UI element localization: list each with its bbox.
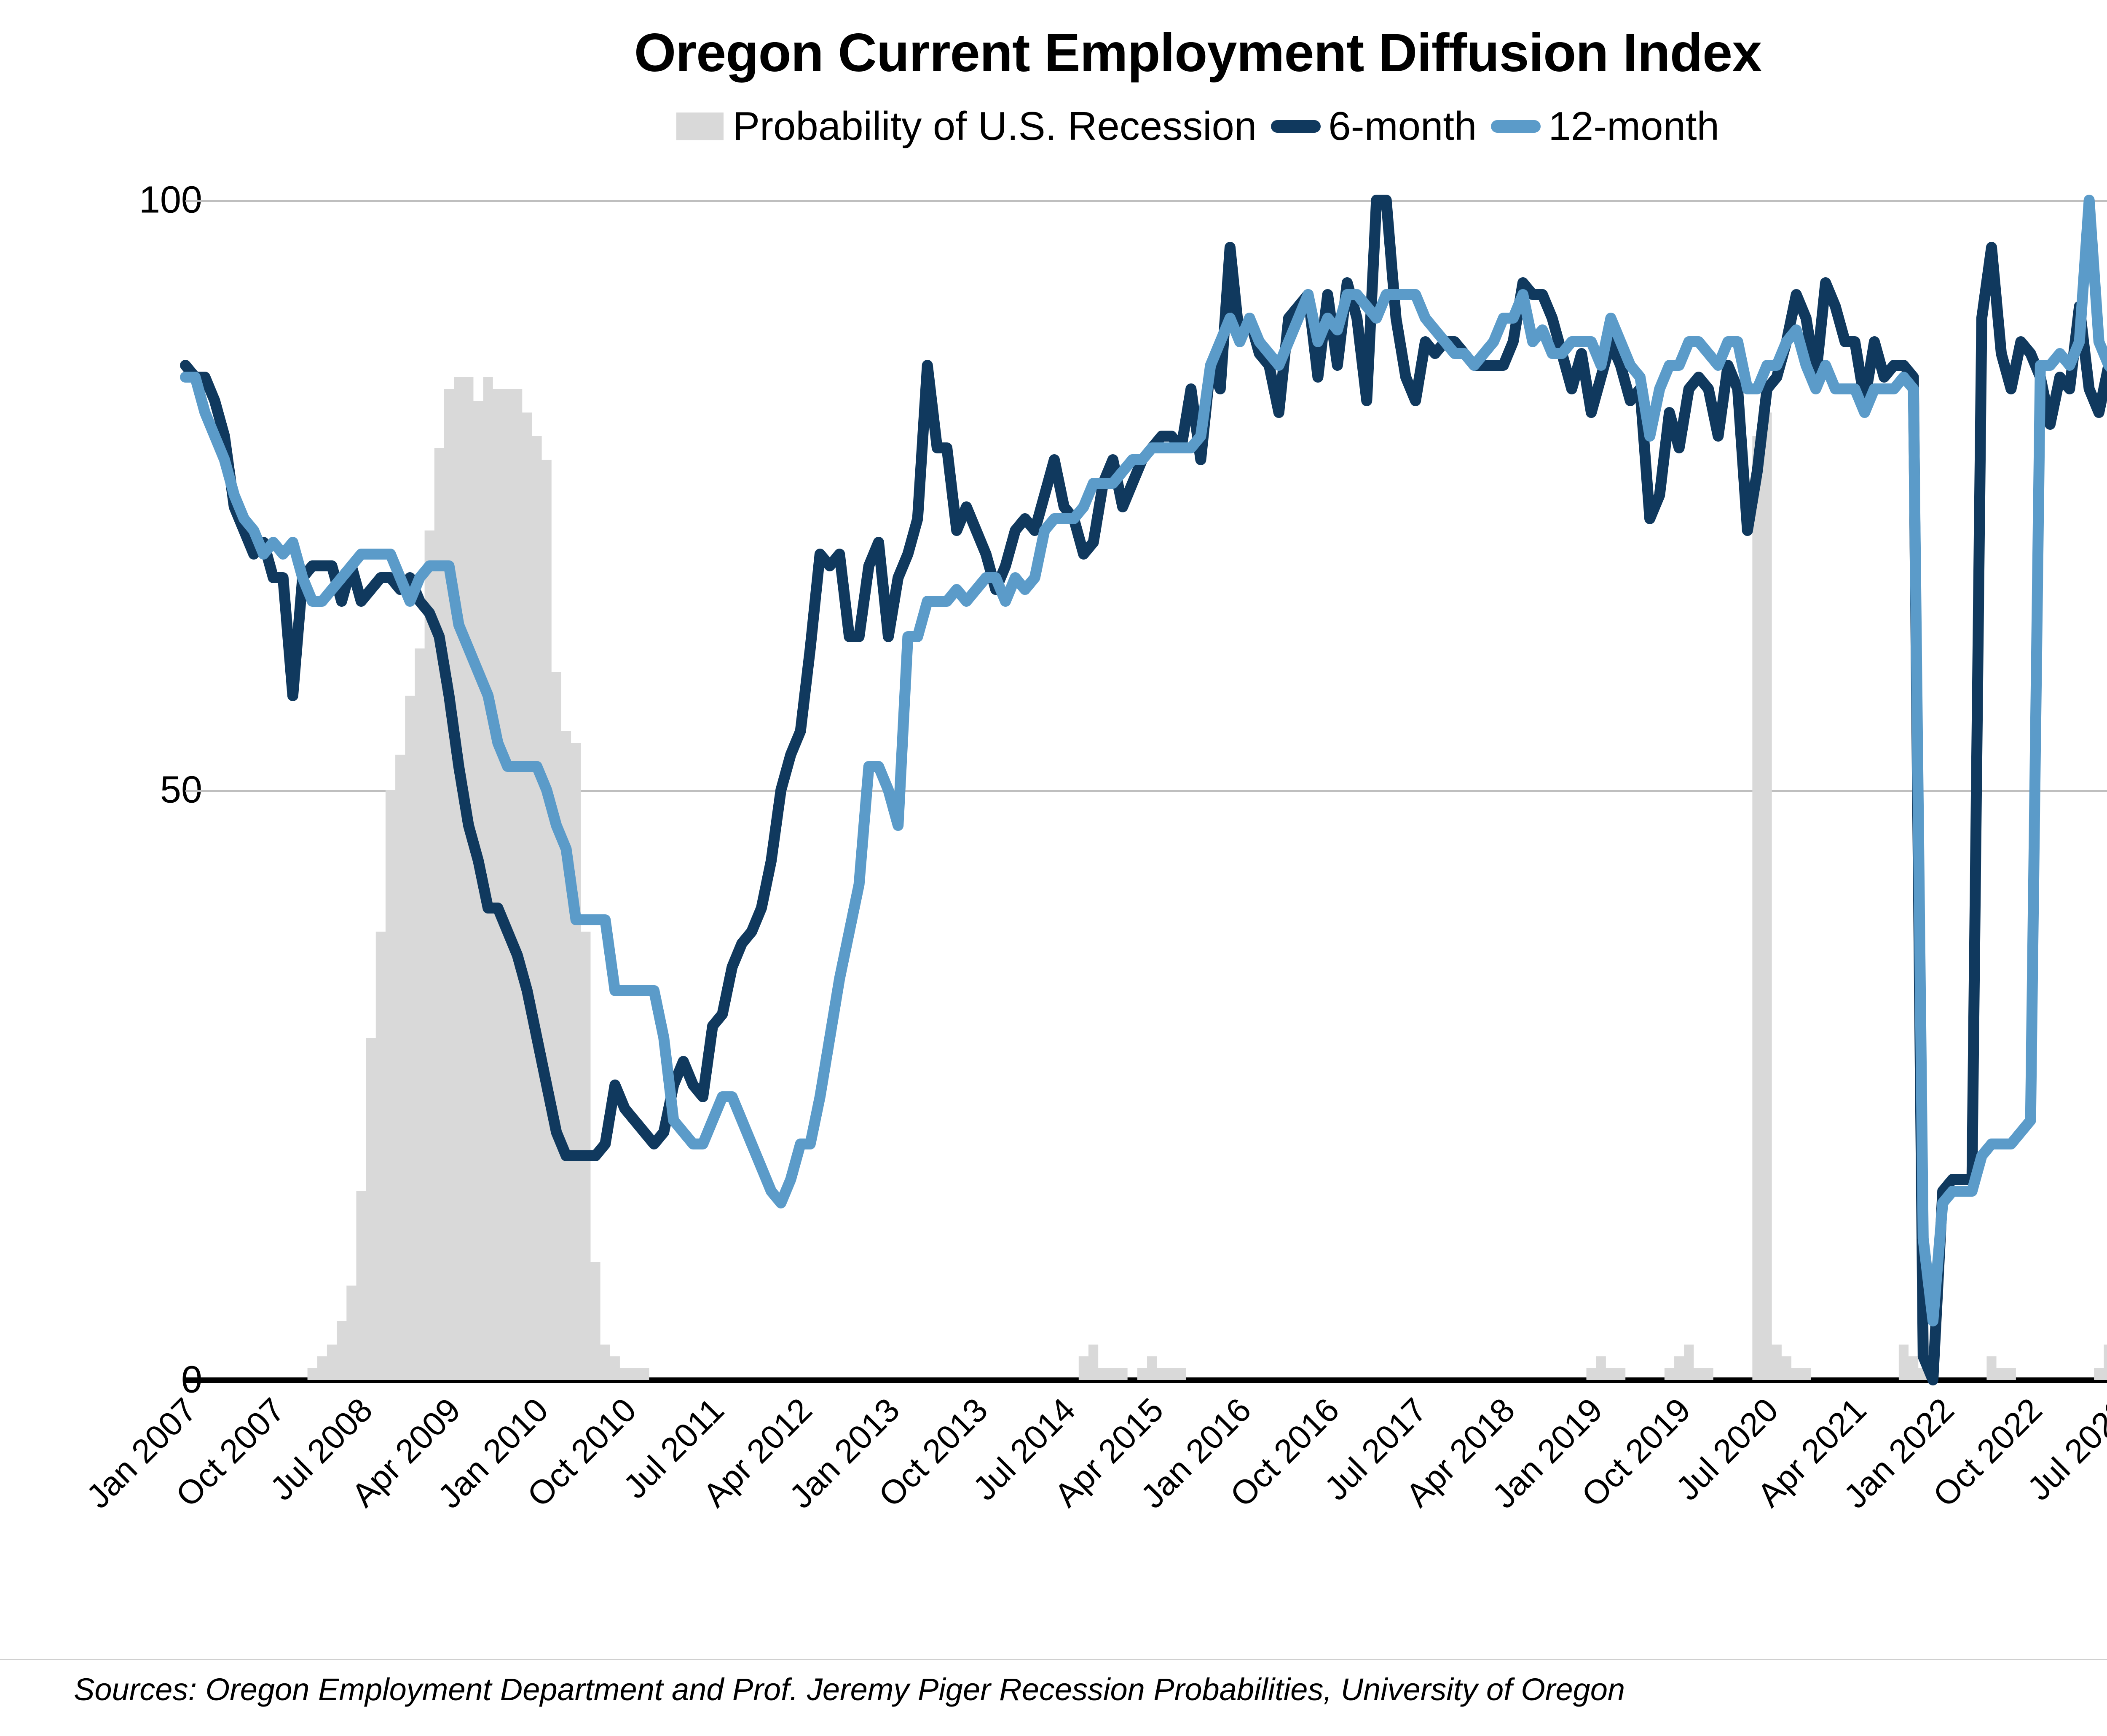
series-canvas: [180, 195, 2107, 1385]
source-note: Sources: Oregon Employment Department an…: [74, 1672, 1625, 1707]
chart-legend: Probability of U.S. Recession 6-month 12…: [0, 103, 2107, 150]
line-series-6-month: [180, 195, 2107, 1385]
recession-probability-area: [185, 377, 2107, 1380]
page-title: Oregon Current Employment Diffusion Inde…: [634, 23, 1762, 83]
legend-label-6-month: 6-month: [1328, 104, 1477, 149]
line-swatch-icon-6-month: [1271, 120, 1321, 133]
y-axis-tick-50: 50: [160, 769, 202, 811]
footer-divider: [0, 1659, 2107, 1660]
line-swatch-icon-12-month: [1491, 120, 1541, 133]
legend-item-6-month[interactable]: 6-month: [1257, 103, 1477, 150]
legend-item-recession[interactable]: Probability of U.S. Recession: [676, 103, 1257, 150]
line-series-12-month: [180, 195, 2107, 1326]
legend-label-recession: Probability of U.S. Recession: [733, 104, 1257, 149]
x-axis-baseline: [185, 1377, 2107, 1383]
plot-area: [180, 195, 2107, 1385]
x-axis-labels: Jan 2007 Oct 2007 Jul 2008 Apr 2009 Jan 2010…: [79, 1390, 2107, 1610]
y-axis-tick-100: 100: [139, 179, 202, 221]
gray-square-swatch-icon: [676, 113, 724, 140]
gridline-100: [185, 200, 2107, 202]
legend-label-12-month: 12-month: [1548, 104, 1719, 149]
legend-item-12-month[interactable]: 12-month: [1477, 103, 1719, 150]
gridline-50: [185, 790, 2107, 792]
